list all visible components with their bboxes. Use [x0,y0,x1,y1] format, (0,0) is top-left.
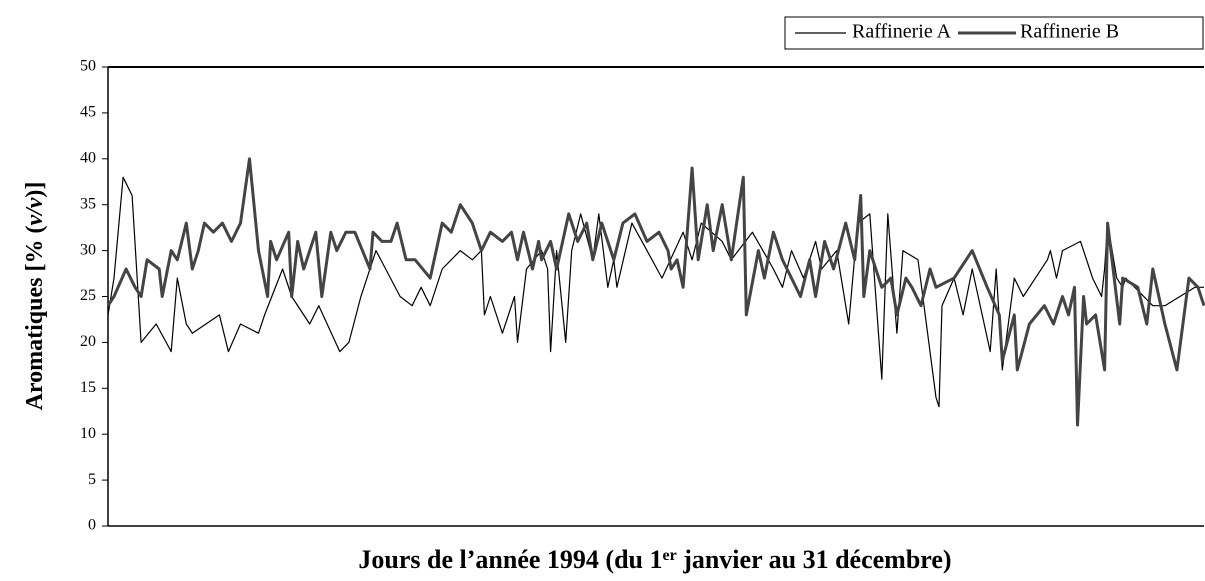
x-axis-title-part: Jours de l’année 1994 (du 1 [358,545,662,574]
y-tick-label: 5 [88,471,96,488]
y-tick-label: 45 [80,104,96,121]
y-axis-title-part: )] [22,182,48,198]
y-axis-title: Aromatiques [% (v/v)] [22,182,48,411]
y-tick-label: 50 [80,58,96,75]
y-axis-title-part: Aromatiques [% ( [22,226,48,411]
line-series [106,157,1205,427]
x-axis-title: Jours de l’année 1994 (du 1er janvier au… [358,545,951,574]
y-axis-title-part: v/v [22,197,48,225]
x-axis-title-part: janvier au 31 décembre) [677,545,952,574]
y-tick-label: 20 [80,333,96,350]
y-tick-label: 30 [80,241,96,258]
y-tick-label: 25 [80,287,96,304]
line-series [107,176,1204,408]
y-tick-label: 35 [80,195,96,212]
legend: Raffinerie A Raffinerie B [784,16,1204,50]
y-tick-label: 0 [88,517,96,534]
y-tick-label: 10 [80,425,96,442]
legend-label: Raffinerie A [852,21,952,43]
legend-label: Raffinerie B [1020,21,1119,43]
x-axis-title-sup: er [662,547,676,564]
y-tick-label: 15 [80,379,96,396]
y-tick-label: 40 [80,149,96,166]
